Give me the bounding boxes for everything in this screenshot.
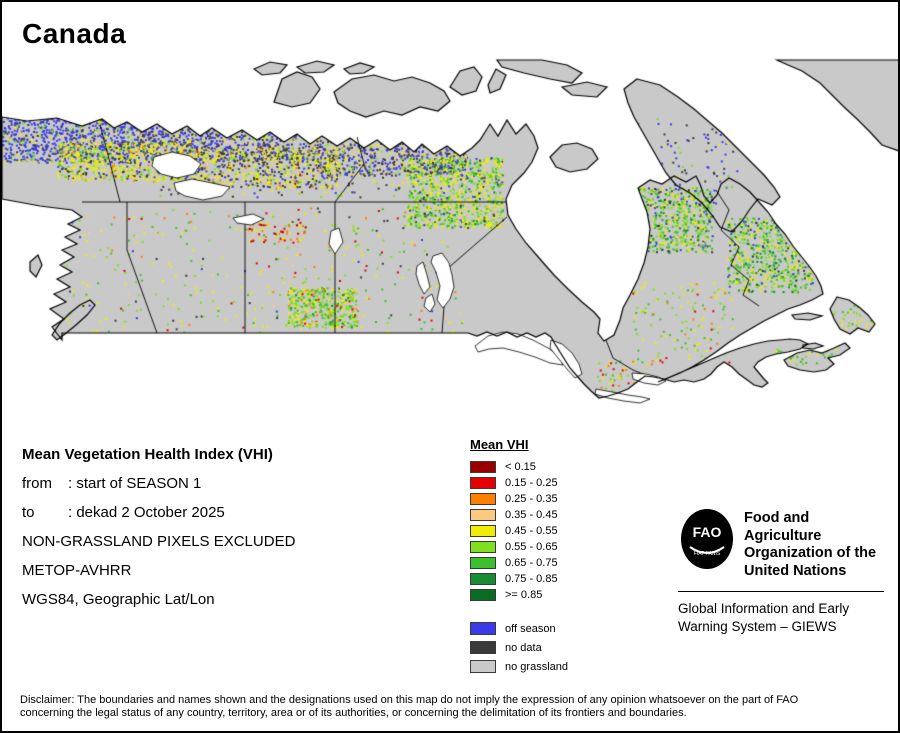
from-value: : start of SEASON 1: [68, 475, 202, 492]
fao-org-name: Food and Agriculture Organization of the…: [744, 510, 877, 579]
legend-label: off season: [505, 622, 556, 635]
disclaimer: Disclaimer: The boundaries and names sho…: [20, 694, 892, 720]
giews-caption: Global Information and Early Warning Sys…: [678, 601, 850, 634]
legend-row: 0.25 - 0.35: [470, 491, 568, 507]
legend-swatch: [470, 461, 496, 473]
legend-swatch: [470, 493, 496, 505]
legend-label: 0.25 - 0.35: [505, 493, 558, 505]
legend-swatch: [470, 589, 496, 601]
legend-classes: < 0.15 0.15 - 0.25 0.25 - 0.35 0.35 - 0.45 0…: [470, 459, 568, 603]
legend-row: >= 0.85: [470, 587, 568, 603]
legend-label: 0.55 - 0.65: [505, 541, 558, 553]
legend-label: 0.45 - 0.55: [505, 525, 558, 537]
fao-divider: [678, 591, 884, 592]
info-pixels-line: NON-GRASSLAND PIXELS EXCLUDED: [22, 533, 296, 550]
fao-block: FAO FIAT PANIS Food and Agriculture Orga…: [678, 507, 888, 636]
info-projection-line: WGS84, Geographic Lat/Lon: [22, 591, 215, 608]
map-info-block: Mean Vegetation Health Index (VHI) from:…: [22, 440, 295, 614]
legend-row: no grassland: [470, 657, 568, 676]
to-value: : dekad 2 October 2025: [68, 504, 225, 521]
legend-swatch: [470, 622, 496, 635]
info-from-line: from : start of SEASON 1: [22, 469, 295, 498]
legend-row: 0.35 - 0.45: [470, 507, 568, 523]
legend-swatch: [470, 509, 496, 521]
legend-label: < 0.15: [505, 461, 536, 473]
legend-label: 0.15 - 0.25: [505, 477, 558, 489]
to-label: to: [22, 504, 35, 521]
info-sensor-line: METOP-AVHRR: [22, 562, 132, 579]
legend-row: 0.55 - 0.65: [470, 539, 568, 555]
legend-label: no grassland: [505, 660, 568, 673]
page-title: Canada: [22, 18, 127, 49]
legend-swatch: [470, 557, 496, 569]
legend-swatch: [470, 641, 496, 654]
info-to-line: to : dekad 2 October 2025: [22, 498, 295, 527]
legend-row: < 0.15: [470, 459, 568, 475]
legend-label: 0.35 - 0.45: [505, 509, 558, 521]
legend-row: off season: [470, 619, 568, 638]
legend-row: 0.75 - 0.85: [470, 571, 568, 587]
svg-text:FAO: FAO: [693, 524, 722, 540]
legend-label: 0.65 - 0.75: [505, 557, 558, 569]
disclaimer-line-1: Disclaimer: The boundaries and names sho…: [20, 694, 799, 706]
legend-title: Mean VHI: [470, 437, 529, 452]
legend-extras: off season no data no grassland: [470, 619, 568, 676]
canada-vhi-map: [2, 57, 898, 442]
disclaimer-line-2: concerning the legal status of any count…: [20, 707, 687, 719]
legend-swatch: [470, 573, 496, 585]
legend-label: no data: [505, 641, 542, 654]
legend-swatch: [470, 477, 496, 489]
legend-swatch: [470, 541, 496, 553]
legend-row: no data: [470, 638, 568, 657]
legend-label: >= 0.85: [505, 589, 543, 601]
legend: Mean VHI < 0.15 0.15 - 0.25 0.25 - 0.35 0.3…: [470, 437, 568, 676]
legend-row: 0.15 - 0.25: [470, 475, 568, 491]
svg-text:FIAT PANIS: FIAT PANIS: [694, 551, 721, 557]
legend-swatch: [470, 660, 496, 673]
info-heading: Mean Vegetation Health Index (VHI): [22, 446, 273, 463]
fao-logo-icon: FAO FIAT PANIS: [681, 509, 733, 569]
from-label: from: [22, 475, 52, 492]
legend-row: 0.45 - 0.55: [470, 523, 568, 539]
legend-row: 0.65 - 0.75: [470, 555, 568, 571]
legend-label: 0.75 - 0.85: [505, 573, 558, 585]
legend-swatch: [470, 525, 496, 537]
